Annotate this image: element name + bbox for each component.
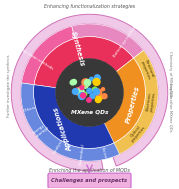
Circle shape bbox=[95, 89, 102, 96]
Text: Enriching the application of MQDs: Enriching the application of MQDs bbox=[49, 168, 130, 173]
Wedge shape bbox=[72, 24, 144, 58]
Text: Chemistry of MXene QDs: Chemistry of MXene QDs bbox=[168, 51, 172, 99]
Wedge shape bbox=[21, 83, 120, 161]
Text: Top-down methods: Top-down methods bbox=[20, 48, 54, 71]
Wedge shape bbox=[34, 85, 114, 148]
Circle shape bbox=[76, 88, 80, 93]
Circle shape bbox=[90, 94, 95, 99]
Circle shape bbox=[72, 89, 78, 94]
Text: Further investigate the synthesis: Further investigate the synthesis bbox=[7, 55, 11, 117]
Circle shape bbox=[79, 93, 85, 99]
Circle shape bbox=[75, 88, 81, 95]
Circle shape bbox=[83, 92, 87, 96]
Circle shape bbox=[90, 77, 93, 81]
Circle shape bbox=[80, 95, 83, 98]
Text: MXene QDs: MXene QDs bbox=[71, 110, 108, 115]
Text: Explore other MXene QDs: Explore other MXene QDs bbox=[168, 83, 172, 131]
Circle shape bbox=[84, 80, 91, 86]
Text: Energy
 storage: Energy storage bbox=[32, 122, 49, 139]
Text: Others: Others bbox=[23, 106, 37, 113]
Wedge shape bbox=[102, 58, 145, 144]
Circle shape bbox=[93, 78, 100, 85]
Text: Synthesis: Synthesis bbox=[70, 31, 86, 68]
Wedge shape bbox=[21, 26, 75, 85]
Circle shape bbox=[87, 88, 92, 93]
Circle shape bbox=[87, 98, 91, 102]
Circle shape bbox=[77, 87, 83, 93]
Text: Biomedical: Biomedical bbox=[79, 143, 85, 165]
Circle shape bbox=[96, 94, 103, 100]
Circle shape bbox=[101, 88, 105, 91]
Circle shape bbox=[80, 86, 84, 90]
Circle shape bbox=[95, 97, 101, 103]
Circle shape bbox=[56, 59, 123, 126]
Circle shape bbox=[81, 93, 86, 98]
FancyBboxPatch shape bbox=[48, 173, 131, 188]
Text: Structural
properties: Structural properties bbox=[139, 58, 155, 80]
Text: Enhancing functionalization strategies: Enhancing functionalization strategies bbox=[44, 4, 135, 9]
Circle shape bbox=[70, 80, 75, 85]
Wedge shape bbox=[110, 50, 158, 156]
Circle shape bbox=[93, 87, 97, 92]
Circle shape bbox=[77, 88, 84, 95]
Text: Applications: Applications bbox=[53, 106, 73, 152]
Circle shape bbox=[94, 75, 100, 81]
Circle shape bbox=[102, 94, 107, 99]
Text: Catalysis: Catalysis bbox=[52, 138, 64, 155]
Wedge shape bbox=[34, 37, 134, 88]
Text: Properties: Properties bbox=[125, 84, 141, 124]
Circle shape bbox=[93, 89, 99, 95]
Circle shape bbox=[82, 79, 89, 86]
Text: Electronic
properties: Electronic properties bbox=[146, 91, 157, 112]
Text: Challenges and prospects: Challenges and prospects bbox=[51, 178, 128, 183]
Circle shape bbox=[82, 82, 88, 88]
Text: Sensing: Sensing bbox=[102, 145, 110, 161]
Text: Bottom-up method: Bottom-up method bbox=[113, 25, 138, 58]
Text: Optical
properties: Optical properties bbox=[127, 122, 147, 143]
Circle shape bbox=[71, 80, 76, 84]
Wedge shape bbox=[11, 14, 168, 171]
